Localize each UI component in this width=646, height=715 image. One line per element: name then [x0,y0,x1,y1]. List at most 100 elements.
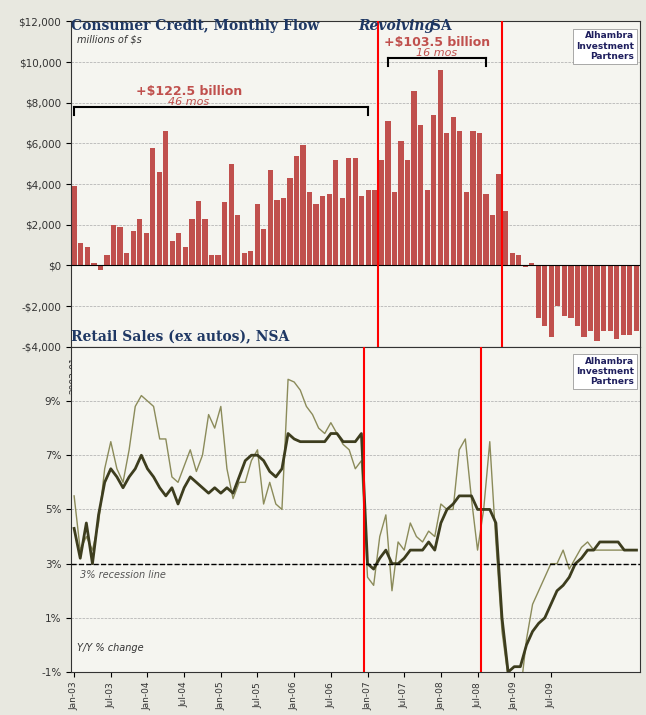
Text: Retail Sales (ex autos), NSA: Retail Sales (ex autos), NSA [71,330,289,344]
Bar [529,263,534,265]
Bar [157,172,162,265]
Bar [366,190,371,265]
Bar [418,125,423,265]
Bar [85,247,90,265]
Bar [320,197,325,265]
Bar [281,198,286,265]
Bar [516,255,521,265]
Bar [556,265,561,306]
Bar [464,192,469,265]
Bar [477,133,482,265]
Text: Alhambra
Investment
Partners: Alhambra Investment Partners [576,357,634,386]
Bar [483,194,488,265]
Text: 16 mos: 16 mos [417,48,457,58]
Bar [594,265,599,340]
Bar [548,265,554,337]
Bar [359,197,364,265]
Bar [490,214,495,265]
Bar [209,255,214,265]
Text: Consumer Credit, Monthly Flow: Consumer Credit, Monthly Flow [71,19,324,33]
Bar [444,133,450,265]
Bar [222,202,227,265]
Bar [379,159,384,265]
Bar [111,225,116,265]
Bar [451,117,456,265]
Bar [510,253,515,265]
Text: Alhambra
Investment
Partners: Alhambra Investment Partners [576,31,634,61]
Bar [176,233,182,265]
Bar [437,70,443,265]
Bar [98,265,103,270]
Bar [568,265,574,318]
Bar [300,145,306,265]
Bar [216,255,221,265]
Bar [346,158,351,265]
Bar [523,265,528,267]
Bar [621,265,626,335]
Bar [143,233,149,265]
Bar [424,190,430,265]
Bar [340,198,345,265]
Bar [470,132,475,265]
Bar [118,227,123,265]
Text: 46 mos: 46 mos [168,97,209,107]
Bar [91,263,96,265]
Bar [287,178,293,265]
Bar [313,204,318,265]
Bar [130,231,136,265]
Bar [634,265,639,330]
Bar [601,265,606,330]
Bar [353,158,358,265]
Bar [503,210,508,265]
Bar [124,253,129,265]
Bar [196,202,201,265]
Bar [386,121,391,265]
Bar [372,190,377,265]
Bar [457,132,463,265]
Bar [78,243,83,265]
Bar [307,192,312,265]
Bar [392,192,397,265]
Bar [542,265,547,327]
Bar [562,265,567,316]
Bar [137,219,142,265]
Bar [248,251,253,265]
Bar [405,159,410,265]
Text: +$103.5 billion: +$103.5 billion [384,36,490,49]
Bar [202,219,207,265]
Bar [242,253,247,265]
Bar [333,159,339,265]
Bar [170,241,175,265]
Bar [255,204,260,265]
Bar [536,265,541,318]
Bar [163,132,169,265]
Bar [235,214,240,265]
Bar [189,219,194,265]
Bar [72,186,77,265]
Bar [575,265,580,327]
Bar [588,265,593,330]
Text: Revolving: Revolving [359,19,435,33]
Bar [105,255,110,265]
Bar [294,156,299,265]
Bar [326,194,332,265]
Text: Y/Y % change: Y/Y % change [77,643,143,653]
Text: millions of $s: millions of $s [77,34,141,44]
Bar [496,174,502,265]
Bar [412,91,417,265]
Text: +$122.5 billion: +$122.5 billion [136,84,242,98]
Bar [275,200,280,265]
Bar [627,265,632,335]
Bar [399,142,404,265]
Text: SA: SA [426,19,452,33]
Bar [614,265,620,339]
Bar [261,229,266,265]
Bar [229,164,234,265]
Bar [150,147,155,265]
Bar [267,170,273,265]
Bar [431,115,436,265]
Bar [607,265,613,330]
Text: 3% recession line: 3% recession line [80,571,166,581]
Bar [581,265,587,337]
Bar [183,247,188,265]
